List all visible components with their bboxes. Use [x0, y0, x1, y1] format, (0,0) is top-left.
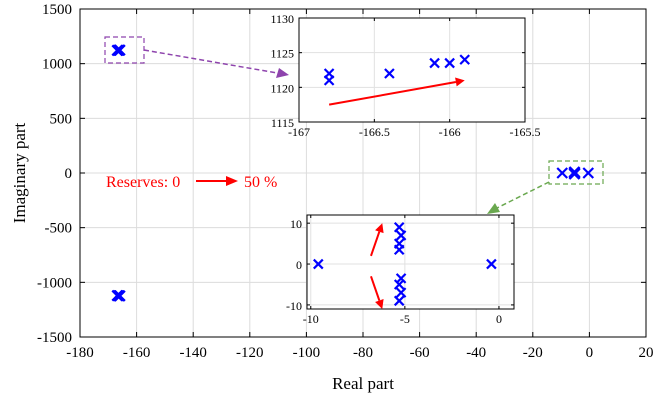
inset-top-data-point — [323, 68, 335, 79]
inset-top-data-point — [444, 57, 455, 69]
main-ytick-label: -500 — [45, 221, 73, 237]
main-xtick-label: -20 — [523, 345, 543, 361]
inset-bottom-ytick-label: -10 — [286, 299, 302, 313]
reserves-annotation: Reserves: 0 — [106, 174, 180, 191]
main-xtick-label: 20 — [639, 345, 654, 361]
inset-top-arrow — [328, 77, 465, 106]
inset-bottom-arrows — [370, 223, 384, 309]
zoom-connector-right-head — [487, 203, 500, 214]
inset-top-ytick-label: 1125 — [270, 47, 294, 61]
inset-bottom-ytick-label: 10 — [290, 217, 302, 231]
main-xtick-label: -100 — [293, 345, 321, 361]
inset-bottom-xtick-label: -10 — [303, 312, 319, 326]
inset-top-frame — [298, 17, 526, 123]
main-data-point — [114, 44, 126, 56]
inset-top-ytick-label: 1130 — [270, 12, 294, 26]
reserves-annotation-end: 50 % — [244, 174, 277, 191]
main-data-point — [114, 290, 126, 302]
main-xtick-label: -180 — [66, 345, 94, 361]
inset-bottom-xtick-label: -5 — [400, 312, 410, 326]
inset-top-ytick-label: 1115 — [271, 116, 294, 130]
main-xtick-label: 0 — [586, 345, 594, 361]
inset-bottom-data-point — [395, 273, 407, 284]
main-data-point — [556, 167, 569, 179]
inset-bottom-data-point — [395, 230, 407, 241]
inset-bottom-trend-arrow — [370, 223, 384, 257]
main-ytick-label: 0 — [65, 166, 73, 182]
main-xtick-label: -140 — [179, 345, 207, 361]
inset-bottom-xtick-label: 0 — [496, 312, 502, 326]
inset-top-ytick-label: 1120 — [270, 81, 294, 95]
inset-bottom-data-point — [393, 279, 405, 290]
main-xtick-label: -40 — [466, 345, 486, 361]
main-xtick-label: -60 — [410, 345, 430, 361]
inset-bottom-ytick-label: 0 — [296, 258, 302, 272]
inset-top-data-point — [384, 68, 395, 79]
inset-top-data-point — [429, 57, 440, 69]
inset-top-trend-arrow — [328, 77, 465, 106]
inset-top-xtick-label: -165.5 — [510, 125, 541, 139]
inset-bottom-data-point — [393, 295, 405, 307]
main-plot-frame — [79, 8, 647, 338]
zoom-box-right — [548, 160, 604, 185]
inset-bottom-points — [313, 221, 497, 307]
main-xtick-label: -160 — [123, 345, 151, 361]
main-data-point — [568, 168, 581, 180]
inset-bottom-data-point — [313, 258, 324, 270]
main-data-point — [582, 167, 595, 179]
main-xtick-label: -80 — [353, 345, 373, 361]
inset-bottom-plot-area — [307, 215, 514, 309]
reserves-arrow-head — [226, 176, 238, 186]
main-ytick-label: -1500 — [37, 330, 72, 346]
inset-bottom-ticks: -10 -5 0 -10 0 10 — [286, 215, 514, 326]
main-ytick-label: 1500 — [42, 2, 72, 18]
inset-top-xtick-label: -166.5 — [359, 125, 390, 139]
inset-top-plot-area — [299, 18, 525, 122]
inset-top-data-point — [459, 54, 471, 65]
main-ytick-label: -1000 — [37, 275, 72, 291]
main-ytick-label: 1000 — [42, 57, 72, 73]
y-axis-label: Imaginary part — [10, 122, 29, 223]
inset-bottom-frame — [306, 214, 515, 310]
inset-top-points — [323, 54, 471, 86]
inset-bottom-grid — [307, 215, 514, 309]
inset-bottom-data-point — [393, 244, 405, 256]
zoom-connector-top-head — [276, 68, 289, 78]
inset-bottom-data-point — [486, 258, 497, 270]
zoom-connector-right — [492, 181, 550, 211]
main-xtick-label: -120 — [236, 345, 264, 361]
x-axis-label: Real part — [332, 374, 394, 393]
inset-top-xtick-label: -166 — [439, 125, 461, 139]
inset-bottom-data-point — [393, 221, 405, 233]
main-ytick-label: 500 — [50, 111, 73, 127]
main-ticks: -180 -160 -140 -120 -100 -80 -60 -40 -20 0 20-1500… — [37, 2, 654, 361]
inset-top-xtick-label: -167 — [288, 125, 310, 139]
main-points — [111, 44, 595, 302]
inset-bottom-data-point — [395, 287, 407, 298]
inset-bottom-trend-arrow — [370, 275, 384, 309]
